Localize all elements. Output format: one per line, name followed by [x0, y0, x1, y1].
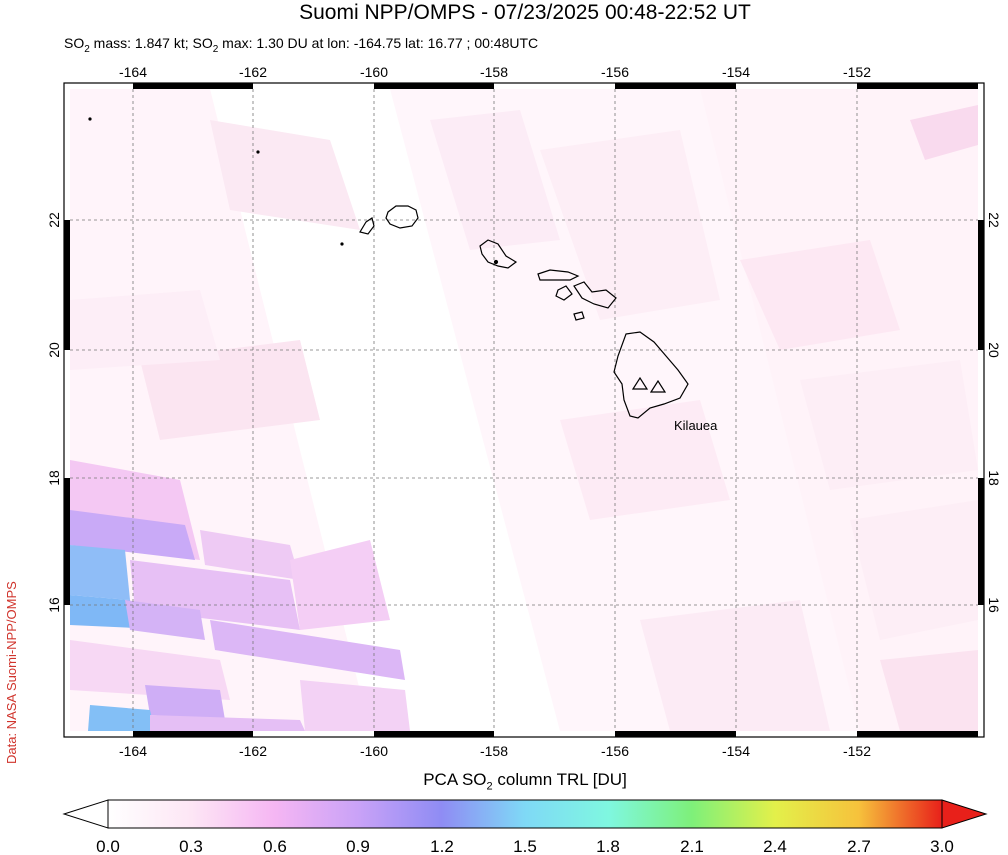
colorbar-tick: 1.8	[596, 837, 620, 855]
volcano-label: Kilauea	[674, 418, 718, 433]
lon-label-bottom: -156	[601, 743, 629, 759]
lon-label-bottom: -164	[119, 743, 147, 759]
colorbar-low-arrow	[62, 799, 109, 829]
lon-label-top: -158	[480, 64, 508, 80]
big-island-coast	[613, 331, 689, 419]
lon-label-top: -156	[601, 64, 629, 80]
colorbar-tick: 0.0	[96, 837, 120, 855]
lon-label-top: -164	[119, 64, 147, 80]
lat-label-right: 22	[986, 212, 1002, 228]
triangle-marker-icon	[631, 376, 649, 390]
lat-label-right: 18	[986, 470, 1002, 486]
colorbar-tick: 2.4	[763, 837, 787, 855]
lon-label-bottom: -154	[722, 743, 750, 759]
colorbar-tick: 3.0	[930, 837, 954, 855]
coastlines	[88, 117, 689, 419]
lon-label-bottom: -160	[360, 743, 388, 759]
colorbar-tick: 1.5	[513, 837, 537, 855]
colorbar-gradient	[107, 799, 943, 829]
lon-label-bottom: -152	[843, 743, 871, 759]
colorbar-title: PCA SO2 column TRL [DU]	[423, 770, 627, 793]
colorbar-tick: 0.9	[346, 837, 370, 855]
colorbar-high-arrow	[941, 799, 988, 829]
map-border-bars	[64, 83, 984, 737]
kauai-coast	[385, 205, 419, 229]
map-title: Suomi NPP/OMPS - 07/23/2025 00:48-22:52 …	[299, 1, 751, 24]
maui-coast	[573, 281, 617, 309]
colorbar-tick: 1.2	[430, 837, 454, 855]
lon-label-top: -162	[239, 64, 267, 80]
lat-label-right: 16	[986, 597, 1002, 613]
oahu-coast	[479, 239, 518, 269]
lat-label-left: 22	[46, 212, 62, 228]
colorbar-tick: 0.6	[263, 837, 287, 855]
colorbar-tick: 2.1	[680, 837, 704, 855]
lanai-coast	[555, 285, 573, 301]
molokai-coast	[537, 269, 580, 281]
lat-label-left: 18	[46, 470, 62, 486]
lon-label-bottom: -162	[239, 743, 267, 759]
lat-label-left: 20	[46, 342, 62, 358]
triangle-marker-icon	[649, 379, 667, 393]
colorbar	[62, 799, 988, 829]
lon-label-top: -154	[722, 64, 750, 80]
colorbar-tick: 2.7	[847, 837, 871, 855]
graticule	[70, 89, 978, 731]
so2-swaths	[70, 89, 978, 731]
niihau-coast	[359, 217, 375, 235]
colorbar-tick: 0.3	[179, 837, 203, 855]
lat-label-right: 20	[986, 342, 1002, 358]
lon-label-top: -152	[843, 64, 871, 80]
lat-label-left: 16	[46, 597, 62, 613]
lon-label-bottom: -158	[480, 743, 508, 759]
lon-label-top: -160	[360, 64, 388, 80]
so2-summary: SO2 mass: 1.847 kt; SO2 max: 1.30 DU at …	[64, 35, 539, 55]
kahoolawe-coast	[573, 311, 585, 321]
